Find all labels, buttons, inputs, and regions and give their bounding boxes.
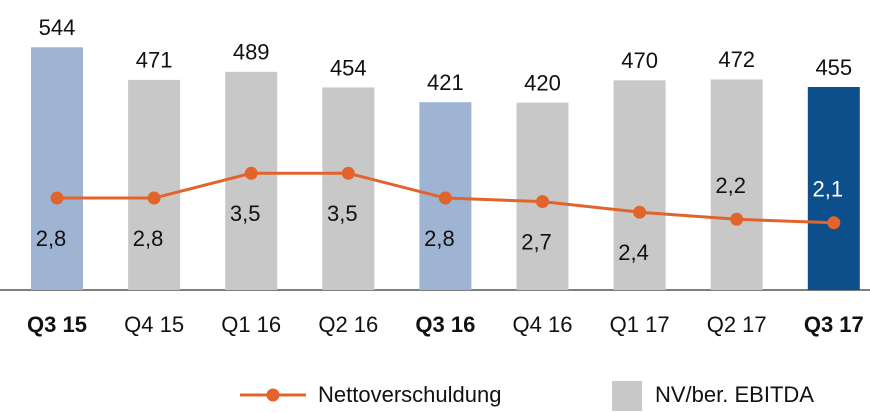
legend-label: NV/ber. EBITDA [655,382,814,407]
line-point [633,205,647,219]
line-point [730,212,744,226]
line-value-label: 2,4 [618,240,649,265]
x-tick-label: Q2 17 [707,312,767,337]
line-point [147,191,161,205]
legend-marker [266,388,280,402]
legend-swatch [612,381,642,411]
line-value-label: 2,1 [813,177,844,202]
x-tick-label: Q3 17 [804,312,864,337]
bar [225,71,278,290]
x-tick-label: Q3 15 [27,312,87,337]
line-value-label: 2,8 [424,226,455,251]
line-point [438,191,452,205]
bar-value-label: 455 [815,55,852,80]
legend-label: Nettoverschuldung [318,382,501,407]
line-value-label: 3,5 [230,201,261,226]
bar-value-label: 420 [524,70,561,95]
line-point [244,166,258,180]
bar [613,80,666,290]
bar-value-label: 489 [233,40,270,65]
x-tick-label: Q2 16 [318,312,378,337]
x-tick-label: Q4 16 [513,312,573,337]
line-value-label: 2,8 [36,226,67,251]
line-value-label: 3,5 [327,201,358,226]
bar [128,79,181,290]
bar-value-label: 472 [718,47,755,72]
line-point [50,191,64,205]
x-tick-label: Q1 16 [221,312,281,337]
bar [322,87,375,290]
x-tick-label: Q4 15 [124,312,184,337]
line-point [536,195,549,209]
bar-value-label: 471 [136,48,173,73]
bar [807,87,860,290]
line-value-label: 2,2 [715,173,746,198]
bar-value-label: 470 [621,48,658,73]
line-value-label: 2,8 [133,226,164,251]
bar-value-label: 421 [427,70,464,95]
line-point [827,216,841,230]
bar [31,47,83,290]
bar [710,79,763,291]
x-tick-label: Q3 16 [415,312,475,337]
line-value-label: 2,7 [521,229,552,254]
line-point [341,166,355,180]
bar-value-label: 454 [330,55,367,80]
bar-value-label: 544 [39,15,76,40]
x-tick-label: Q1 17 [610,312,670,337]
